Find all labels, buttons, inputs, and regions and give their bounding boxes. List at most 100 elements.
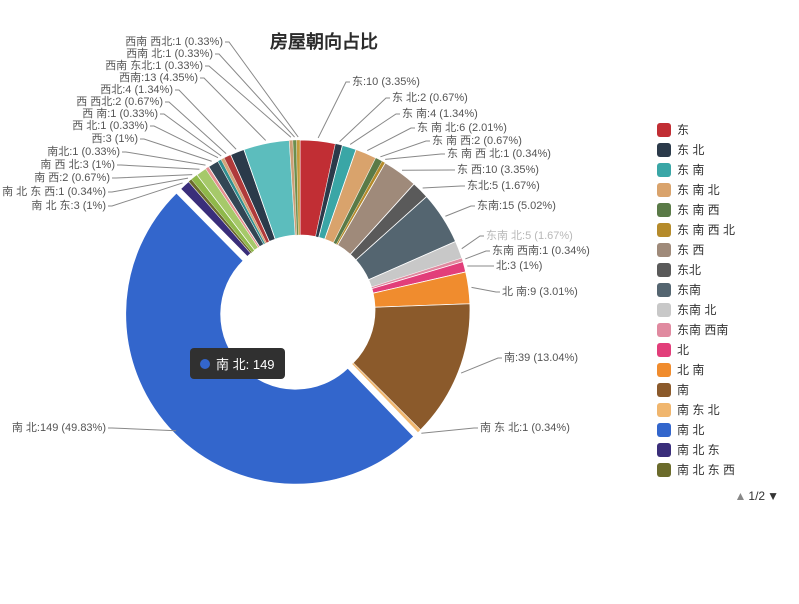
leader-line — [150, 126, 218, 158]
legend-item[interactable]: 东 南 西 — [657, 200, 787, 220]
leader-line — [122, 152, 205, 165]
leader-line — [465, 251, 490, 259]
legend-item[interactable]: 北 — [657, 340, 787, 360]
slice-label: 东 南:4 (1.34%) — [402, 107, 478, 120]
legend-swatch — [657, 283, 671, 297]
legend-next-icon[interactable]: ▼ — [767, 486, 779, 506]
legend-item[interactable]: 东 北 — [657, 140, 787, 160]
legend-item[interactable]: 东 南 — [657, 160, 787, 180]
legend-swatch — [657, 463, 671, 477]
legend-label: 东 — [677, 120, 689, 140]
slice-label: 南:39 (13.04%) — [504, 351, 578, 364]
tooltip-text: 南 北: 149 — [216, 354, 275, 373]
leader-line — [318, 82, 350, 138]
leader-line — [205, 66, 291, 137]
slice-label: 北:3 (1%) — [496, 259, 542, 272]
legend-swatch — [657, 323, 671, 337]
legend-label: 东南 北 — [677, 300, 716, 320]
leader-line — [215, 54, 295, 137]
pie-slices — [126, 140, 470, 484]
slice-label: 西南 东北:1 (0.33%) — [105, 59, 203, 72]
leader-line — [165, 102, 226, 154]
legend-pager: ▲ 1/2 ▼ — [657, 486, 787, 506]
leader-line — [350, 114, 400, 144]
slice-label: 北 南:9 (3.01%) — [502, 285, 578, 298]
legend-prev-icon[interactable]: ▲ — [735, 486, 747, 506]
slice-label: 东 西:10 (3.35%) — [457, 163, 539, 176]
slice-label: 东 南 北:6 (2.01%) — [417, 121, 507, 134]
legend-label: 东北 — [677, 260, 701, 280]
legend-swatch — [657, 223, 671, 237]
legend-items: 东东 北东 南东 南 北东 南 西东 南 西 北东 西东北东南东南 北东南 西南… — [657, 120, 787, 480]
slice-label: 西:3 (1%) — [92, 133, 138, 145]
legend-item[interactable]: 东南 北 — [657, 300, 787, 320]
chart-container: 房屋朝向占比 东:10 (3.35%)东 北:2 (0.67%)东 南:4 (1… — [0, 0, 799, 604]
slice-label: 南 北 东 西:1 (0.34%) — [2, 185, 106, 198]
slice-label: 南北:1 (0.33%) — [47, 145, 120, 158]
pie-chart: 东:10 (3.35%)东 北:2 (0.67%)东 南:4 (1.34%)东 … — [0, 0, 660, 604]
legend-label: 南 北 东 西 — [677, 460, 735, 480]
leader-line — [423, 186, 465, 188]
legend-swatch — [657, 423, 671, 437]
slice-label: 东 南 西:2 (0.67%) — [432, 134, 522, 147]
legend-swatch — [657, 343, 671, 357]
legend-item[interactable]: 东南 西南 — [657, 320, 787, 340]
leader-line — [108, 428, 176, 431]
legend-label: 南 北 — [677, 420, 704, 440]
legend-swatch — [657, 443, 671, 457]
leader-line — [385, 154, 445, 159]
legend-item[interactable]: 南 北 — [657, 420, 787, 440]
legend-label: 东 南 西 — [677, 200, 720, 220]
legend-swatch — [657, 363, 671, 377]
leader-line — [160, 114, 221, 156]
legend-item[interactable]: 南 — [657, 380, 787, 400]
leader-line — [461, 358, 502, 373]
slice-label: 西北:4 (1.34%) — [100, 83, 173, 96]
legend-item[interactable]: 东 南 西 北 — [657, 220, 787, 240]
legend-label: 南 北 东 — [677, 440, 720, 460]
legend-swatch — [657, 203, 671, 217]
legend-swatch — [657, 263, 671, 277]
legend-label: 东南 — [677, 280, 701, 300]
legend-item[interactable]: 南 北 东 西 — [657, 460, 787, 480]
slice-label: 东 北:2 (0.67%) — [392, 91, 468, 104]
legend-label: 北 南 — [677, 360, 704, 380]
leader-line — [472, 287, 500, 292]
slice-label: 西南 西北:1 (0.33%) — [125, 35, 223, 48]
slice-label: 南 北:149 (49.83%) — [12, 421, 106, 434]
legend-item[interactable]: 东北 — [657, 260, 787, 280]
slice-label: 东:10 (3.35%) — [352, 75, 420, 88]
leader-line — [380, 141, 430, 157]
slice-label: 南 西:2 (0.67%) — [34, 171, 110, 184]
slice-label: 东北:5 (1.67%) — [467, 179, 540, 192]
slice-label: 西 南:1 (0.33%) — [82, 107, 158, 120]
legend-item[interactable]: 东南 — [657, 280, 787, 300]
legend-swatch — [657, 243, 671, 257]
legend-item[interactable]: 南 东 北 — [657, 400, 787, 420]
legend-item[interactable]: 南 北 东 — [657, 440, 787, 460]
legend-item[interactable]: 东 — [657, 120, 787, 140]
slice-label: 东南 西南:1 (0.34%) — [492, 244, 590, 257]
leader-line — [175, 90, 236, 149]
slice-label: 西 西北:2 (0.67%) — [76, 95, 163, 108]
legend: 东东 北东 南东 南 北东 南 西东 南 西 北东 西东北东南东南 北东南 西南… — [657, 120, 787, 506]
legend-label: 北 — [677, 340, 689, 360]
legend-item[interactable]: 东 西 — [657, 240, 787, 260]
legend-label: 东 南 北 — [677, 180, 720, 200]
tooltip: 南 北: 149 — [190, 348, 285, 379]
slice-label: 南 西 北:3 (1%) — [40, 158, 115, 171]
legend-item[interactable]: 北 南 — [657, 360, 787, 380]
leader-line — [140, 139, 212, 161]
leader-line — [112, 175, 192, 178]
legend-label: 东 南 西 北 — [677, 220, 735, 240]
legend-swatch — [657, 403, 671, 417]
tooltip-dot — [200, 359, 210, 369]
leader-line — [421, 428, 478, 433]
slice-label: 东 南 西 北:1 (0.34%) — [447, 147, 551, 160]
slice-label: 西南 北:1 (0.33%) — [126, 47, 213, 60]
legend-label: 东南 西南 — [677, 320, 728, 340]
legend-swatch — [657, 383, 671, 397]
slice-label: 东南:15 (5.02%) — [477, 199, 556, 212]
legend-swatch — [657, 163, 671, 177]
legend-item[interactable]: 东 南 北 — [657, 180, 787, 200]
